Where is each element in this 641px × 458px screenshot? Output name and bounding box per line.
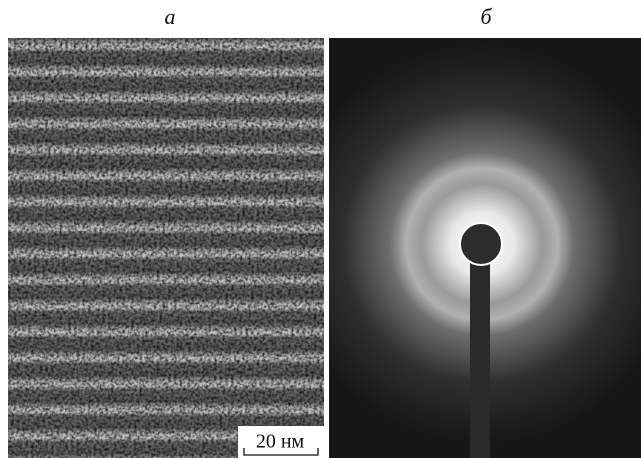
panel-label: б <box>480 4 492 29</box>
scale-bar-label: 20 нм <box>256 431 305 453</box>
diffraction-image <box>329 38 641 458</box>
tem-image <box>8 38 324 458</box>
scale-bar: 20 нм <box>238 426 324 458</box>
panel-label: а <box>165 4 176 29</box>
figure: а б 20 нм <box>0 0 641 458</box>
